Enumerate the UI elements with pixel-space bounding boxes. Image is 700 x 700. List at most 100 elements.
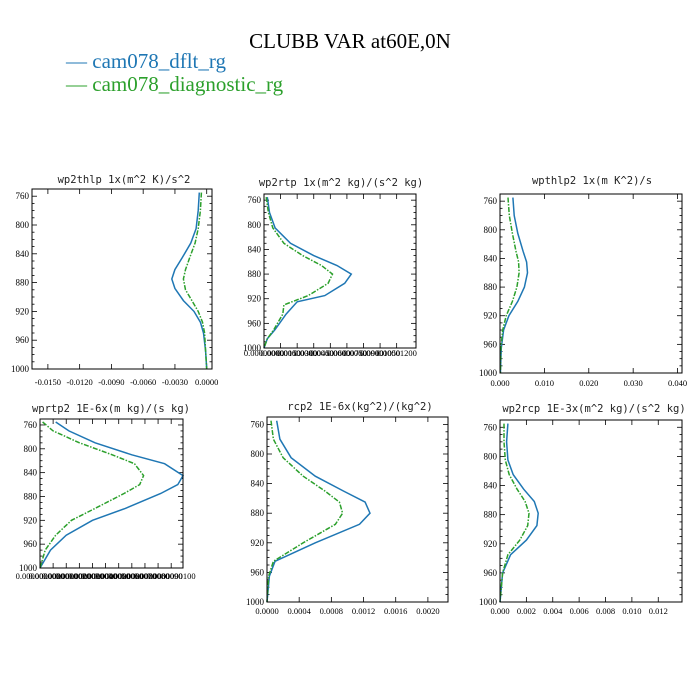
y-tick-label-rcp2: 880 <box>251 508 265 518</box>
series-line-wpthlp2-cam078_dflt_rg <box>499 197 529 374</box>
x-tick-label-wp2rcp: 0.010 <box>622 606 641 616</box>
y-tick-label-wp2thlp: 920 <box>16 306 30 316</box>
x-tick-label-wp2rcp: 0.004 <box>543 606 563 616</box>
x-tick-label-wpthlp2: 0.020 <box>579 378 598 388</box>
y-tick-label-wpthlp2: 1000 <box>479 368 498 378</box>
y-tick-label-rcp2: 800 <box>251 449 265 459</box>
y-tick-label-wp2rtp: 800 <box>248 220 262 230</box>
series-line-rcp2-cam078_dflt_rg <box>266 420 371 603</box>
x-tick-label-wpthlp2: 0.030 <box>624 378 643 388</box>
x-tick-label-rcp2: 0.0016 <box>384 606 407 616</box>
x-tick-label-wp2rtp: 0.00000000 <box>244 348 284 358</box>
y-tick-label-wp2rcp: 840 <box>484 481 498 491</box>
plot-frame-wpthlp2 <box>499 193 683 374</box>
panel-title-wp2rcp: wp2rcp 1E-3x(m^2 kg)/(s^2 kg) <box>502 403 685 415</box>
x-tick-label-wp2rtp: 0.00001050 <box>360 348 400 358</box>
y-tick-label-wprtp2: 800 <box>24 444 38 454</box>
y-tick-label-wp2thlp: 880 <box>16 278 30 288</box>
x-tick-label-wp2thlp: -0.0030 <box>162 377 188 387</box>
y-tick-label-wprtp2: 760 <box>24 420 38 430</box>
y-tick-label-wp2thlp: 1000 <box>11 364 30 374</box>
x-tick-label-wprtp2: 0.0000000070 <box>107 571 156 581</box>
y-tick-label-wp2rtp: 840 <box>248 244 262 254</box>
y-tick-label-wp2rtp: 1000 <box>243 343 262 353</box>
x-tick-label-wp2rtp: 0.00000300 <box>277 348 317 358</box>
y-tick-label-rcp2: 920 <box>251 538 265 548</box>
x-tick-label-wp2rtp: 0.00000600 <box>310 348 350 358</box>
y-tick-label-wprtp2: 840 <box>24 468 38 478</box>
y-tick-label-wpthlp2: 880 <box>484 282 498 292</box>
y-tick-label-wp2rcp: 920 <box>484 539 498 549</box>
figure-title: CLUBB VAR at60E,0N <box>249 29 451 53</box>
y-tick-label-wp2rtp: 960 <box>248 318 262 328</box>
y-tick-label-rcp2: 760 <box>251 419 265 429</box>
x-tick-label-rcp2: 0.0004 <box>287 606 311 616</box>
x-tick-label-wp2rtp: 0.00000450 <box>294 348 334 358</box>
y-tick-label-wpthlp2: 840 <box>484 253 498 263</box>
x-tick-label-wprtp2: 0.0000000000 <box>16 571 65 581</box>
x-tick-label-wprtp2: 0.0000000040 <box>68 571 117 581</box>
y-tick-label-wp2rcp: 880 <box>484 510 498 520</box>
legend-entry-dflt: — cam078_dflt_rg <box>65 49 227 73</box>
plot-frame-wprtp2 <box>39 418 184 569</box>
x-tick-label-rcp2: 0.0008 <box>320 606 343 616</box>
series-line-wp2thlp-cam078_dflt_rg <box>171 192 208 370</box>
x-tick-label-wp2rcp: 0.006 <box>570 606 589 616</box>
x-tick-label-rcp2: 0.0012 <box>352 606 375 616</box>
y-tick-label-wprtp2: 880 <box>24 491 38 501</box>
y-tick-label-wpthlp2: 800 <box>484 225 498 235</box>
x-tick-label-wp2rcp: 0.008 <box>596 606 615 616</box>
panel-title-wprtp2: wprtp2 1E-6x(m kg)/(s kg) <box>32 403 190 415</box>
x-tick-label-wp2rcp: 0.002 <box>517 606 536 616</box>
y-tick-label-wp2thlp: 840 <box>16 249 30 259</box>
series-line-wp2rtp-cam078_diagnostic_rg <box>263 196 334 349</box>
y-tick-label-wp2rcp: 800 <box>484 451 498 461</box>
x-tick-label-wprtp2: 0.0000000010 <box>29 571 78 581</box>
panel-grid: wp2thlp 1x(m^2 K)/s^2 760 800 840 880 920 960 1… <box>11 174 687 616</box>
x-tick-label-rcp2: 0.0000 <box>255 606 278 616</box>
x-tick-label-wpthlp2: 0.040 <box>668 378 687 388</box>
legend-entry-diagnostic: — cam078_diagnostic_rg <box>65 72 284 96</box>
y-tick-label-wp2thlp: 800 <box>16 220 30 230</box>
y-tick-label-wp2rtp: 760 <box>248 195 262 205</box>
y-tick-label-wprtp2: 1000 <box>19 563 38 573</box>
x-tick-label-wpthlp2: 0.010 <box>535 378 554 388</box>
series-line-rcp2-cam078_diagnostic_rg <box>266 420 344 603</box>
y-tick-label-wprtp2: 960 <box>24 539 38 549</box>
panel-wprtp2: wprtp2 1E-6x(m kg)/(s kg) 760 800 840 880 920… <box>16 403 196 581</box>
panel-title-rcp2: rcp2 1E-6x(kg^2)/(kg^2) <box>287 401 432 413</box>
panel-title-wpthlp2: wpthlp2 1x(m K^2)/s <box>532 175 652 187</box>
panel-title-wp2rtp: wp2rtp 1x(m^2 kg)/(s^2 kg) <box>259 177 423 189</box>
plot-frame-rcp2 <box>266 416 449 603</box>
series-line-wpthlp2-cam078_diagnostic_rg <box>499 197 520 374</box>
x-tick-label-wp2rcp: 0.012 <box>649 606 668 616</box>
x-tick-label-wp2thlp: 0.0000 <box>195 377 218 387</box>
y-tick-label-rcp2: 960 <box>251 567 265 577</box>
series-line-wp2rcp-cam078_diagnostic_rg <box>499 423 530 603</box>
y-tick-label-wpthlp2: 960 <box>484 339 498 349</box>
x-tick-label-wprtp2: 0.0000000060 <box>94 571 143 581</box>
panel-wp2rtp: wp2rtp 1x(m^2 kg)/(s^2 kg) 760 800 840 880 92… <box>243 177 423 358</box>
x-tick-label-rcp2: 0.0020 <box>416 606 439 616</box>
y-tick-label-wp2rcp: 760 <box>484 422 498 432</box>
panel-wpthlp2: wpthlp2 1x(m K^2)/s 760 800 840 880 920 960 100… <box>479 175 687 388</box>
panel-rcp2: rcp2 1E-6x(kg^2)/(kg^2) 760 800 840 880 920 96… <box>246 401 449 616</box>
x-tick-label-wprtp2: 0.0000000050 <box>81 571 130 581</box>
series-line-wp2thlp-cam078_diagnostic_rg <box>182 192 208 370</box>
x-tick-label-wprtp2: 0.0000000100 <box>147 571 196 581</box>
x-tick-label-wp2thlp: -0.0090 <box>98 377 124 387</box>
y-tick-label-rcp2: 840 <box>251 479 265 489</box>
panel-wp2rcp: wp2rcp 1E-3x(m^2 kg)/(s^2 kg) 760 800 840 88… <box>479 403 686 616</box>
y-tick-label-wp2rcp: 1000 <box>479 597 498 607</box>
plot-frame-wp2thlp <box>31 188 213 370</box>
y-tick-label-wp2rtp: 920 <box>248 294 262 304</box>
x-tick-label-wprtp2: 0.0000000080 <box>121 571 170 581</box>
y-tick-label-rcp2: 1000 <box>246 597 265 607</box>
x-tick-label-wp2thlp: -0.0060 <box>130 377 156 387</box>
y-tick-label-wp2rcp: 960 <box>484 568 498 578</box>
x-tick-label-wp2rtp: 0.00000750 <box>327 348 367 358</box>
series-line-wprtp2-cam078_diagnostic_rg <box>39 421 145 569</box>
plot-frame-wp2rtp <box>263 193 417 349</box>
